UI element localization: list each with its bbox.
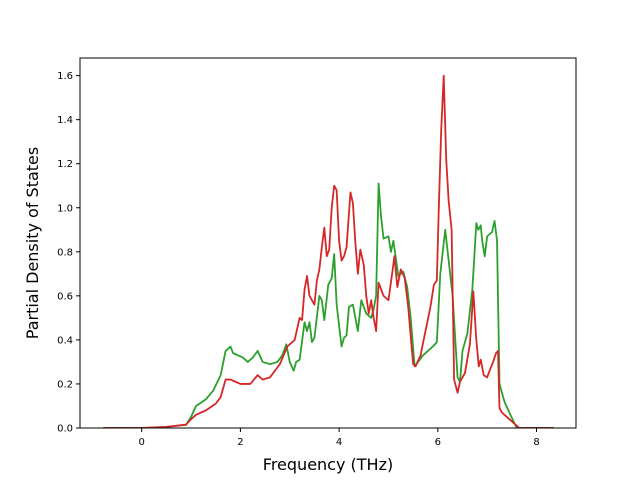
y-tick-label: 1.2 bbox=[57, 159, 73, 170]
series-line-1 bbox=[103, 182, 554, 428]
x-tick-label: 8 bbox=[533, 437, 539, 448]
y-tick-label: 1.6 bbox=[57, 71, 73, 82]
series-line-2 bbox=[103, 74, 554, 428]
series-layer bbox=[103, 74, 554, 428]
x-axis: 0 2 4 6 8 bbox=[139, 428, 540, 448]
y-tick-label: 1.0 bbox=[57, 203, 73, 214]
y-tick-label: 0.0 bbox=[57, 424, 73, 435]
y-axis-title: Partial Density of States bbox=[23, 147, 42, 339]
x-axis-title: Frequency (THz) bbox=[263, 455, 393, 474]
x-tick-label: 6 bbox=[435, 437, 441, 448]
y-tick-label: 0.6 bbox=[57, 291, 73, 302]
x-tick-label: 0 bbox=[139, 437, 145, 448]
y-tick-label: 0.4 bbox=[57, 335, 73, 346]
plot-frame bbox=[79, 57, 577, 429]
y-axis: 0.0 0.2 0.4 0.6 0.8 1.0 1.2 1.4 1.6 bbox=[57, 71, 80, 435]
y-tick-label: 0.2 bbox=[57, 379, 73, 390]
x-tick-label: 2 bbox=[237, 437, 243, 448]
y-tick-label: 1.4 bbox=[57, 115, 73, 126]
y-tick-label: 0.8 bbox=[57, 247, 73, 258]
x-tick-label: 4 bbox=[336, 437, 342, 448]
